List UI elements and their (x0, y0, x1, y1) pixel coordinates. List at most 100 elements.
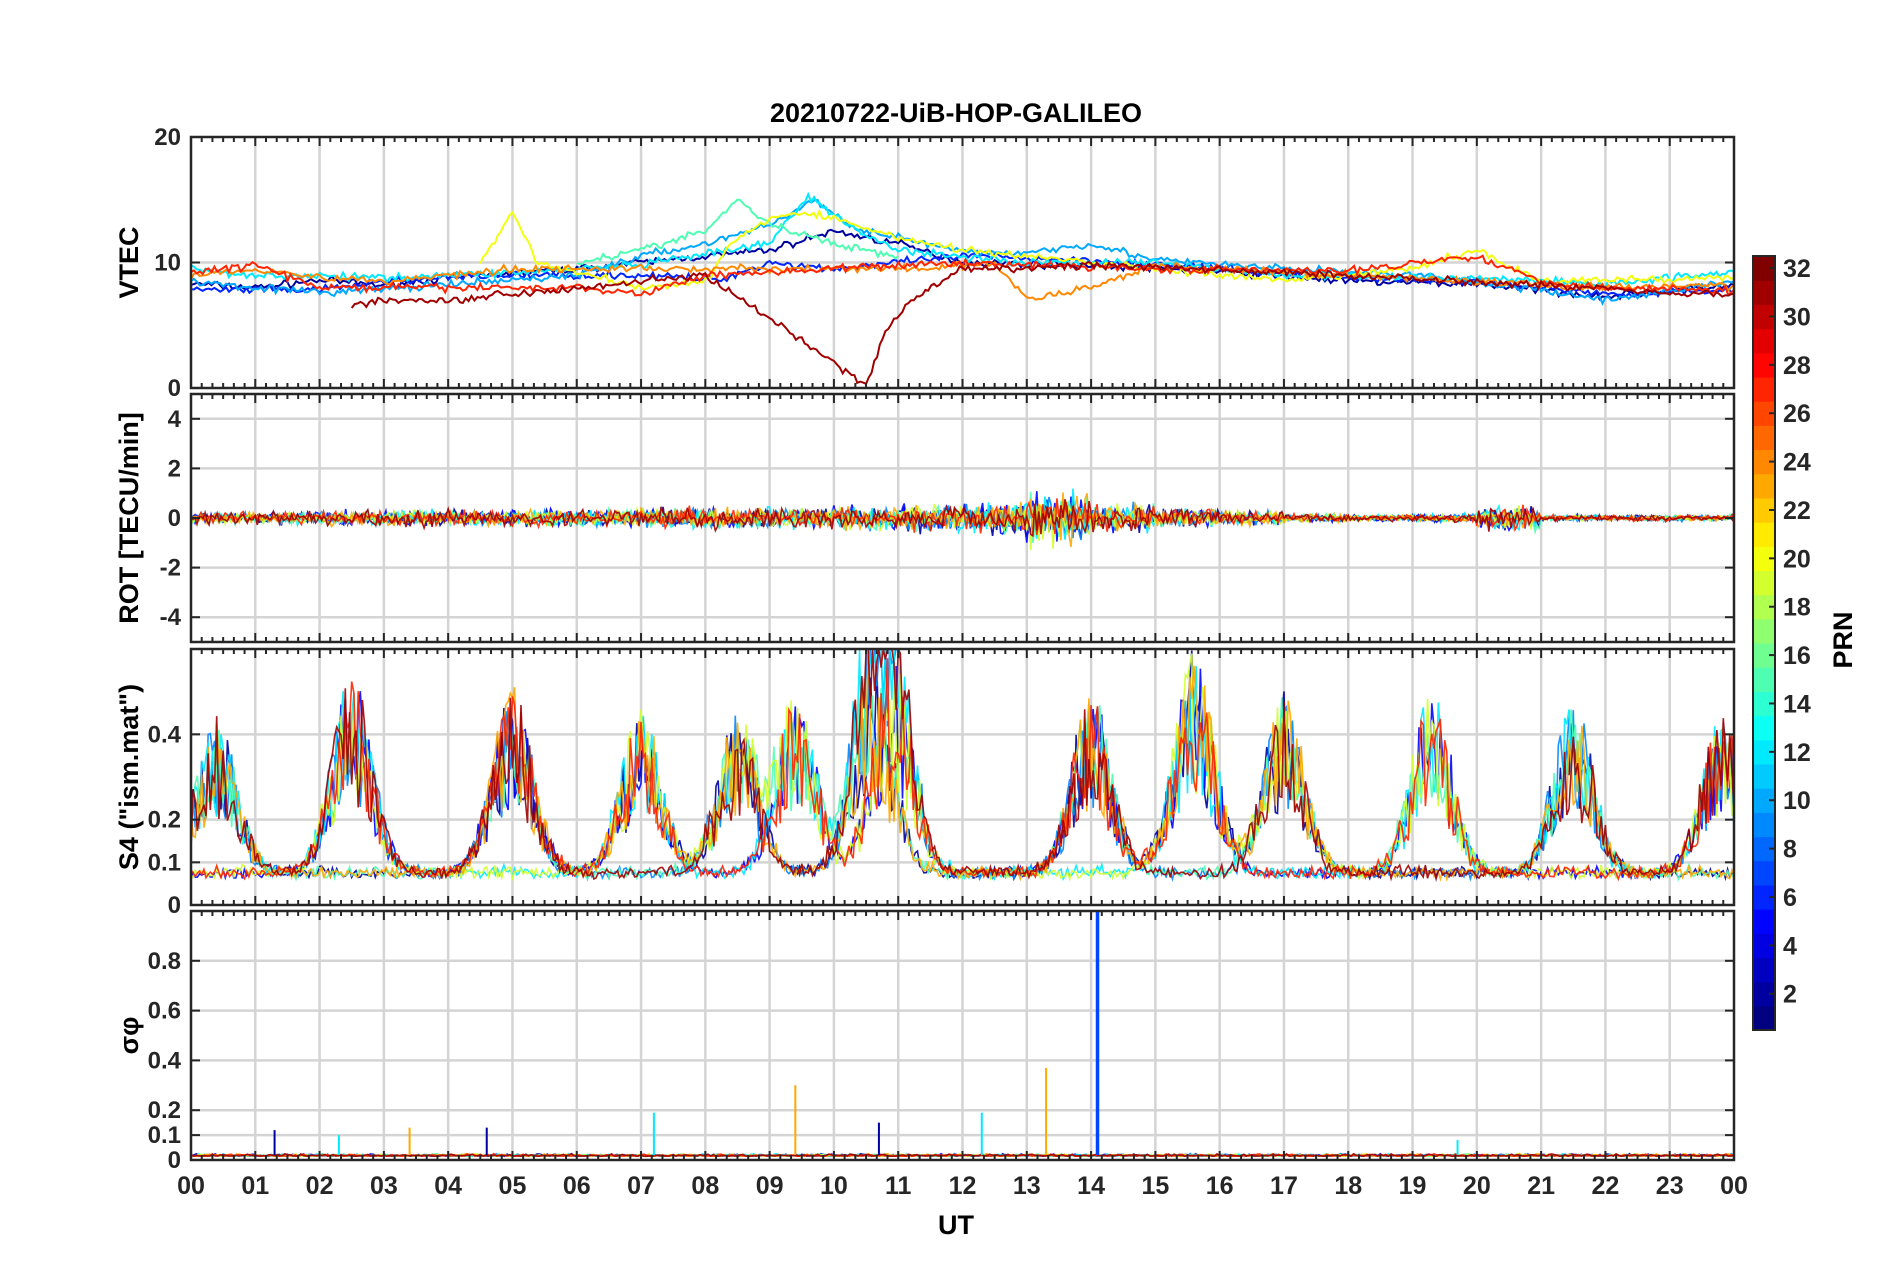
rot-traces (191, 488, 1734, 551)
colorbar-swatch-prn-17 (1753, 618, 1775, 644)
colorbar-swatch-prn-4 (1753, 933, 1775, 959)
colorbar-swatch-prn-21 (1753, 522, 1775, 547)
x-tick-label: 10 (820, 1172, 848, 1200)
x-tick-label: 07 (627, 1172, 655, 1200)
colorbar-frame (1752, 255, 1776, 1031)
vtec-y-tick-label: 0 (168, 375, 181, 402)
x-tick-label: 12 (949, 1172, 977, 1200)
x-tick-label: 23 (1656, 1172, 1684, 1200)
sigma_phi-y-axis-label: σφ (114, 1017, 144, 1055)
colorbar-swatch-prn-19 (1753, 570, 1775, 596)
colorbar-swatch-prn-27 (1753, 376, 1775, 402)
x-tick-label: 16 (1206, 1172, 1234, 1200)
x-tick-label: 11 (885, 1172, 912, 1200)
colorbar-swatch-prn-5 (1753, 909, 1775, 934)
rot-y-axis-label: ROT [TECU/min] (114, 412, 144, 623)
colorbar-swatch-prn-23 (1753, 473, 1775, 499)
colorbar-tick-label: 26 (1783, 400, 1811, 428)
vtec-traces (191, 191, 1734, 386)
colorbar-swatch-prn-24 (1753, 449, 1775, 475)
colorbar-swatch-prn-22 (1753, 497, 1775, 523)
sigma_phi-y-tick-label: 0.2 (148, 1097, 181, 1124)
colorbar-tick-label: 28 (1783, 352, 1811, 380)
vtec-series-prn-20 (479, 208, 1734, 291)
rot-x-ticks (190, 394, 1735, 642)
rot-y-tick-label: 0 (168, 505, 181, 532)
x-tick-label: 20 (1463, 1172, 1491, 1200)
colorbar-swatch-prn-2 (1753, 981, 1775, 1007)
vtec-x-ticks (190, 137, 1735, 388)
colorbar-swatch-prn-12 (1753, 739, 1775, 765)
sigma_phi-x-ticks (190, 911, 1735, 1160)
chart-title: 20210722-UiB-HOP-GALILEO (770, 98, 1142, 128)
x-tick-label: 19 (1399, 1172, 1427, 1200)
vtec-series-prn-31 (350, 260, 1734, 386)
rot-series-prn-31 (191, 499, 1734, 538)
s4-y-axis-label: S4 ("ism.mat") (114, 684, 144, 870)
s4-y-tick-label: 0 (168, 892, 181, 919)
s4-y-ticks: 0 0.1 0.2 0.4 (148, 721, 1734, 919)
colorbar-tick-label: 30 (1783, 303, 1811, 331)
x-tick-label: 15 (1141, 1172, 1169, 1200)
x-tick-label: 22 (1592, 1172, 1620, 1200)
s4-y-tick-label: 0.1 (148, 849, 181, 876)
x-tick-label: 04 (434, 1172, 462, 1200)
colorbar-swatch-prn-32 (1753, 256, 1775, 281)
colorbar-swatch-prn-25 (1753, 425, 1775, 451)
x-axis-tick-labels: 00 01 02 03 04 05 06 07 08 09 10 11 12 13 14 15 16 17 18 19… (177, 1172, 1748, 1200)
colorbar-swatch-prn-30 (1753, 304, 1775, 330)
colorbar-swatch-prn-15 (1753, 667, 1775, 692)
vtec-series-prn-15 (576, 198, 899, 266)
x-tick-label: 01 (241, 1172, 269, 1200)
x-tick-label: 03 (370, 1172, 398, 1200)
colorbar-tick-label: 32 (1783, 255, 1811, 283)
colorbar-tick-label: 14 (1783, 690, 1811, 718)
x-tick-label: 21 (1527, 1172, 1555, 1200)
colorbar-swatch-prn-18 (1753, 594, 1775, 620)
colorbar-tick-label: 12 (1783, 739, 1811, 767)
x-tick-label: 13 (1013, 1172, 1041, 1200)
x-axis-label: UT (938, 1210, 974, 1240)
colorbar-swatch-prn-11 (1753, 763, 1775, 789)
colorbar-swatch-prn-31 (1753, 280, 1775, 305)
colorbar-label: PRN (1828, 611, 1858, 668)
colorbar-tick-label: 8 (1783, 836, 1797, 864)
colorbar-tick-label: 18 (1783, 594, 1811, 622)
vtec-series-prn-24 (191, 260, 1734, 301)
sigma_phi-y-tick-label: 0 (168, 1147, 181, 1174)
colorbar-tick-label: 16 (1783, 642, 1811, 670)
rot-y-tick-label: 4 (168, 406, 182, 433)
colorbar-swatch-prn-6 (1753, 884, 1775, 910)
colorbar-tick-label: 22 (1783, 497, 1811, 525)
colorbar-tick-label: 6 (1783, 884, 1797, 912)
sigma_phi-y-tick-label: 0.6 (148, 998, 181, 1025)
vtec-y-ticks: 0 10 20 (154, 124, 1734, 402)
x-tick-label: 18 (1334, 1172, 1362, 1200)
sigma_phi-grid (191, 911, 1734, 1160)
colorbar-swatch-prn-20 (1753, 546, 1775, 572)
sigma_phi-y-ticks: 00.10.2 0.4 0.6 0.8 (148, 948, 1734, 1174)
vtec-y-tick-label: 10 (154, 250, 181, 277)
vtec-y-tick-label: 20 (154, 124, 181, 151)
panel-rot: -4 -2 0 2 4 ROT [TECU/min] (114, 392, 1736, 644)
colorbar-tick-label: 20 (1783, 545, 1811, 573)
vtec-series-prn-27 (191, 254, 1734, 297)
x-tick-label: 00 (177, 1172, 205, 1200)
sigma_phi-y-tick-label: 0.1 (148, 1122, 181, 1149)
x-tick-label: 14 (1077, 1172, 1105, 1200)
colorbar-swatch-prn-26 (1753, 401, 1775, 426)
rot-series-prn-27 (191, 498, 1734, 536)
colorbar-swatch-prn-8 (1753, 836, 1775, 862)
panel-vtec: 0 10 20 VTEC (114, 124, 1736, 402)
s4-y-tick-label: 0.2 (148, 807, 181, 834)
sigma_phi-y-tick-label: 0.4 (148, 1047, 182, 1074)
s4-y-tick-label: 0.4 (148, 721, 182, 748)
colorbar-swatch-prn-14 (1753, 691, 1775, 717)
sigma_phi-y-tick-label: 0.8 (148, 948, 181, 975)
colorbar-swatch-prn-28 (1753, 352, 1775, 378)
colorbar-tick-label: 24 (1783, 449, 1811, 477)
colorbar-swatch-prn-16 (1753, 643, 1775, 668)
s4-x-ticks (190, 649, 1735, 905)
s4-traces (191, 649, 1734, 883)
